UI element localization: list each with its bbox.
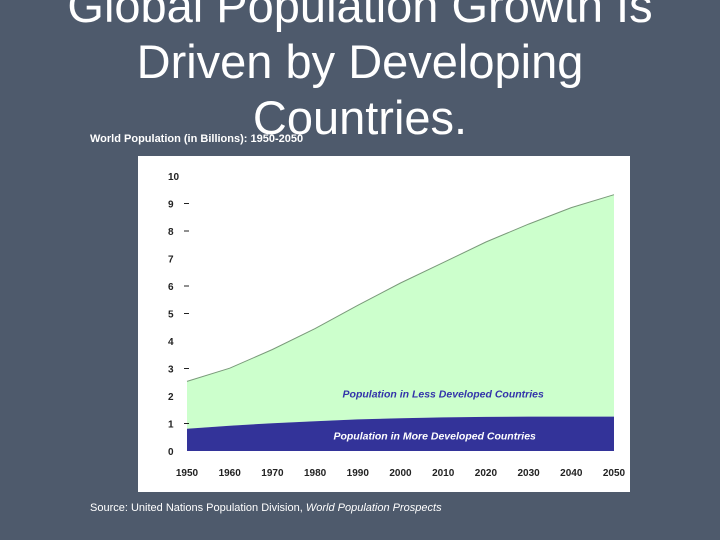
area-more-developed [187, 416, 614, 451]
population-area-chart: 0 1 2 3 4 5 6 7 8 9 10 1950 1960 1970 1980 1990 2000 2010… [168, 172, 626, 479]
x-tick-label: 1950 [176, 468, 199, 479]
total-population-line [186, 194, 615, 382]
page-title: Global Population Growth Is Driven by De… [0, 0, 720, 146]
area-less-developed [187, 194, 614, 429]
x-tick-label: 2000 [389, 468, 412, 479]
source-publication: World Population Prospects [305, 502, 442, 514]
y-tick-label: 7 [168, 255, 174, 266]
chart-label: World Population (in Billions): 1950-205… [90, 133, 304, 145]
x-tick-label: 1990 [347, 468, 370, 479]
y-tick-label: 8 [168, 227, 174, 238]
y-tick-label: 3 [168, 365, 174, 376]
series-label-less-developed: Population in Less Developed Countries [343, 388, 544, 400]
source-prefix: Source: United Nations Population Divisi… [90, 502, 306, 514]
y-tick-label: 1 [168, 420, 174, 431]
x-tick-label: 1980 [304, 468, 327, 479]
y-tick-label: 9 [168, 200, 174, 211]
title-line-2: Driven by Developing [136, 35, 584, 88]
y-tick-label: 5 [168, 310, 174, 321]
y-tick-label: 4 [168, 337, 174, 348]
y-tick-label: 10 [168, 172, 180, 183]
x-tick-label: 1960 [219, 468, 242, 479]
x-tick-label: 2050 [603, 468, 626, 479]
x-tick-label: 1970 [261, 468, 284, 479]
source-note: Source: United Nations Population Divisi… [90, 502, 442, 514]
title-line-3: Countries. [252, 91, 468, 144]
y-tick-label: 0 [168, 447, 174, 458]
y-tick-label: 6 [168, 282, 174, 293]
x-tick-label: 2020 [475, 468, 498, 479]
x-tick-label: 2030 [517, 468, 540, 479]
x-tick-label: 2010 [432, 468, 455, 479]
chart-panel: 0 1 2 3 4 5 6 7 8 9 10 1950 1960 1970 1980 1990 2000 2010… [138, 156, 630, 492]
y-tick-label: 2 [168, 392, 174, 403]
series-label-more-developed: Population in More Developed Countries [333, 430, 536, 442]
x-tick-label: 2040 [560, 468, 583, 479]
title-line-1: Global Population Growth Is [67, 0, 653, 32]
